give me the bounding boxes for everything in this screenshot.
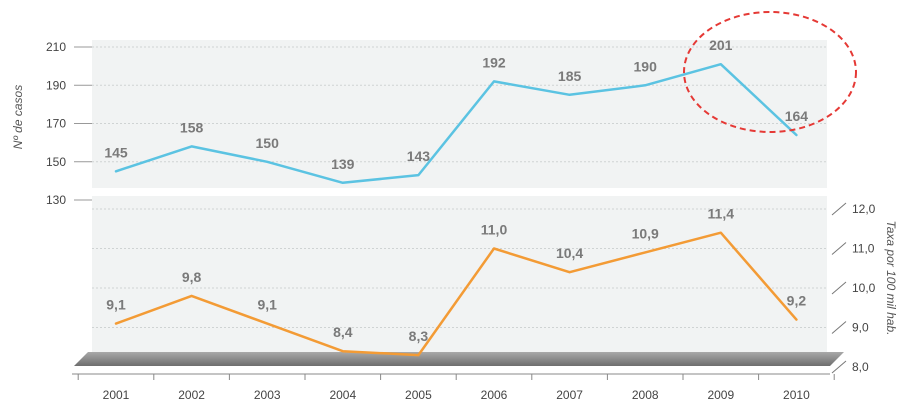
data-label: 8,4 bbox=[333, 324, 353, 340]
y-tick-label-left: 190 bbox=[46, 78, 66, 92]
data-label: 10,9 bbox=[632, 225, 659, 241]
y-tick-label-left: 210 bbox=[46, 40, 66, 54]
y-axis-title-right: Taxa por 100 mil hab. bbox=[884, 221, 898, 336]
data-label: 9,1 bbox=[257, 297, 277, 313]
y-tick-label-left: 150 bbox=[46, 155, 66, 169]
data-label: 145 bbox=[104, 144, 128, 160]
upper-plot-panel bbox=[92, 40, 827, 188]
y-ticks-left: 130 150 170 190 210 bbox=[46, 40, 92, 207]
data-label: 164 bbox=[785, 108, 809, 124]
x-tick-label: 2004 bbox=[329, 388, 356, 402]
x-tick-label: 2006 bbox=[481, 388, 508, 402]
data-label: 9,8 bbox=[182, 269, 202, 285]
y-tick-label-right: 8,0 bbox=[852, 360, 869, 374]
x-tick-label: 2003 bbox=[254, 388, 281, 402]
chart-floor bbox=[74, 352, 844, 366]
data-label: 158 bbox=[180, 119, 204, 135]
data-label: 201 bbox=[709, 37, 733, 53]
x-tick-label: 2010 bbox=[783, 388, 810, 402]
highlight-ellipse bbox=[683, 11, 857, 133]
y-tick-mark-right bbox=[831, 242, 847, 255]
y-tick-label-right: 11,0 bbox=[852, 242, 875, 256]
y-tick-mark-right bbox=[831, 202, 847, 216]
data-label: 192 bbox=[482, 54, 506, 70]
data-labels-rate: 9,1 9,8 9,1 8,4 8,3 11,0 10,4 10,9 11,4 9,2 bbox=[106, 206, 806, 344]
x-tick-label: 2009 bbox=[707, 388, 734, 402]
data-label: 150 bbox=[256, 135, 280, 151]
x-ticks: 2001 2002 2003 2004 2005 2006 2007 2008 2009 2010 bbox=[77, 374, 835, 402]
data-label: 11,0 bbox=[481, 222, 508, 238]
gridlines bbox=[92, 46, 827, 328]
x-tick-label: 2007 bbox=[556, 388, 583, 402]
y-axis-title-left: Nº de casos bbox=[11, 85, 25, 149]
x-tick-label: 2005 bbox=[405, 388, 432, 402]
data-label: 9,1 bbox=[106, 297, 126, 313]
y-tick-label-left: 130 bbox=[46, 193, 66, 207]
x-tick-label: 2008 bbox=[632, 388, 659, 402]
y-ticks-right: 8,0 9,0 10,0 11,0 12,0 bbox=[831, 202, 876, 374]
lower-plot-panel bbox=[92, 196, 827, 352]
data-label: 10,4 bbox=[556, 245, 583, 261]
y-tick-label-left: 170 bbox=[46, 117, 66, 131]
data-label: 185 bbox=[558, 68, 582, 84]
data-label: 139 bbox=[331, 156, 355, 172]
data-labels-cases: 145 158 150 139 143 192 185 190 201 164 bbox=[104, 37, 808, 172]
data-label: 9,2 bbox=[787, 293, 807, 309]
x-tick-label: 2001 bbox=[103, 388, 130, 402]
y-tick-mark-right bbox=[831, 321, 847, 334]
data-label: 143 bbox=[407, 148, 431, 164]
data-label: 190 bbox=[634, 58, 658, 74]
y-tick-label-right: 10,0 bbox=[852, 281, 876, 295]
x-tick-label: 2002 bbox=[178, 388, 205, 402]
y-tick-mark-right bbox=[831, 360, 847, 374]
y-tick-label-right: 12,0 bbox=[852, 202, 876, 216]
y-tick-mark-right bbox=[831, 281, 847, 295]
data-label: 11,4 bbox=[708, 206, 735, 222]
series-line-rate bbox=[114, 231, 798, 357]
data-label: 8,3 bbox=[409, 328, 429, 344]
series-line-cases bbox=[114, 62, 798, 185]
y-tick-label-right: 9,0 bbox=[852, 321, 869, 335]
